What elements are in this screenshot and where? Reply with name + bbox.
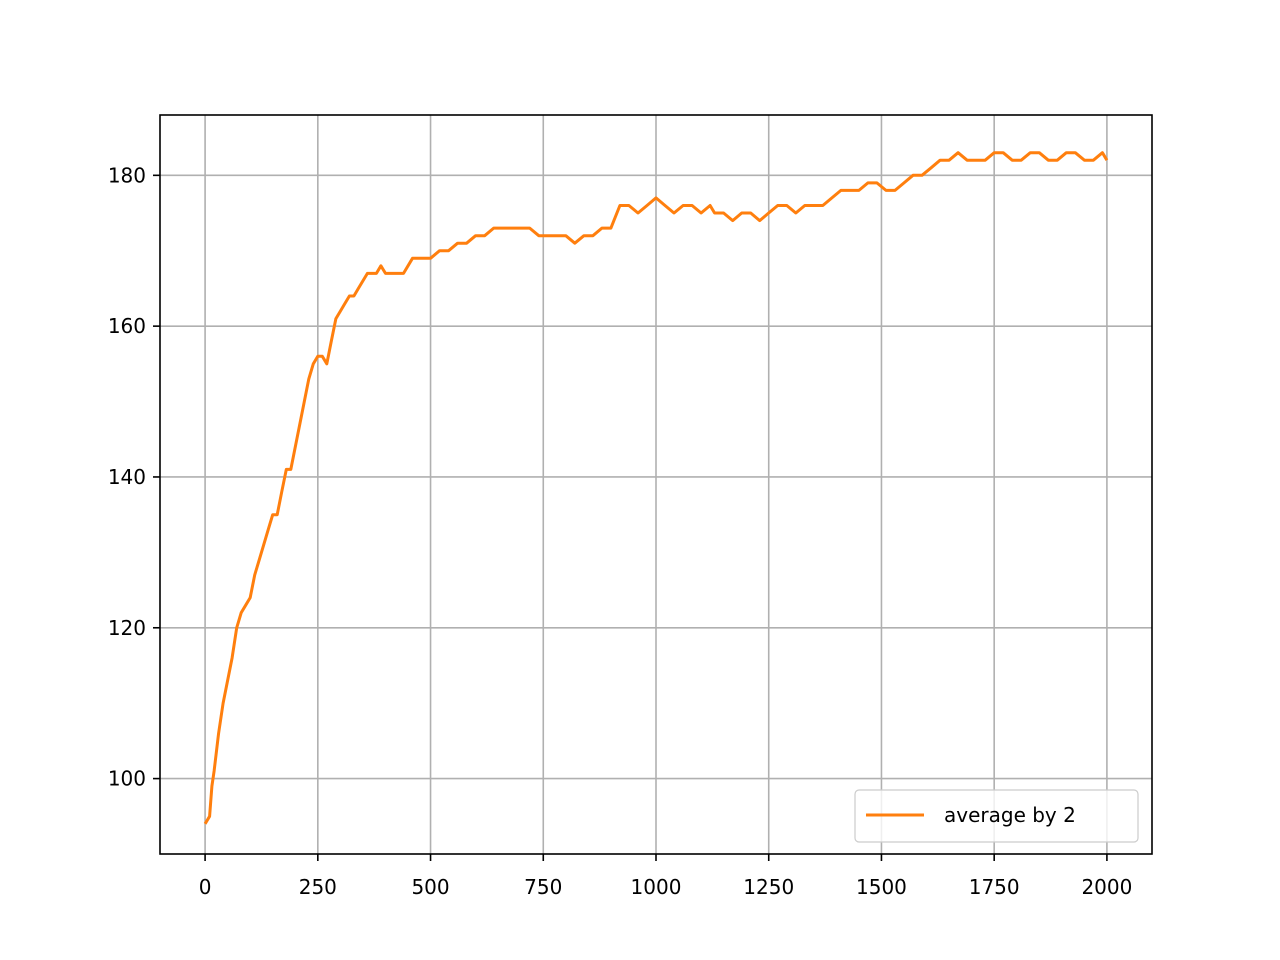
x-tick-label: 1750 — [969, 875, 1020, 899]
x-tick-label: 1000 — [631, 875, 682, 899]
y-tick-label: 140 — [108, 465, 146, 489]
y-tick-label: 160 — [108, 314, 146, 338]
y-tick-label: 180 — [108, 163, 146, 187]
grid — [160, 115, 1152, 854]
legend-box — [854, 789, 1139, 843]
x-tick-label: 2000 — [1081, 875, 1132, 899]
x-tick-label: 1500 — [856, 875, 907, 899]
x-tick-label: 0 — [199, 875, 212, 899]
x-tick-label: 1250 — [743, 875, 794, 899]
x-tick-label: 500 — [411, 875, 449, 899]
x-axis-ticks: 0 250 500 750 1000 1250 1500 1750 2000 — [199, 854, 1132, 899]
legend: average by 2 — [854, 789, 1139, 843]
y-axis-ticks: 100 120 140 160 180 — [108, 163, 160, 791]
y-tick-label: 120 — [108, 616, 146, 640]
series-layer — [203, 151, 1109, 825]
series-line — [203, 151, 1109, 825]
legend-label: average by 2 — [944, 803, 1076, 827]
y-tick-label: 100 — [108, 767, 146, 791]
x-tick-label: 250 — [299, 875, 337, 899]
x-tick-label: 750 — [524, 875, 562, 899]
